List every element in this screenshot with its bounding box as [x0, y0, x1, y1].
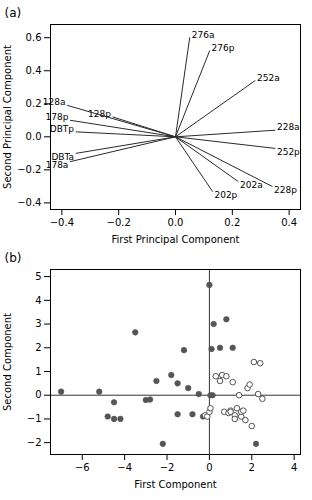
svg-text:128p: 128p [88, 109, 111, 119]
svg-text:276a: 276a [192, 30, 215, 40]
svg-text:0.4: 0.4 [26, 65, 42, 76]
svg-text:0.0: 0.0 [26, 131, 42, 142]
svg-text:−1: −1 [27, 413, 42, 424]
svg-text:5: 5 [35, 271, 41, 282]
svg-text:2: 2 [35, 342, 41, 353]
svg-text:4: 4 [35, 295, 41, 306]
svg-text:Second Principal Component: Second Principal Component [2, 45, 13, 189]
svg-text:202p: 202p [214, 190, 237, 200]
svg-text:0: 0 [35, 389, 41, 400]
svg-text:178p: 178p [45, 112, 68, 122]
svg-text:202a: 202a [240, 180, 263, 190]
svg-text:First Component: First Component [134, 479, 216, 490]
svg-text:0: 0 [206, 462, 212, 473]
svg-text:−0.2: −0.2 [17, 164, 41, 175]
svg-text:0.6: 0.6 [26, 32, 42, 43]
svg-text:0.0: 0.0 [168, 217, 184, 228]
svg-text:−2: −2 [27, 437, 42, 448]
svg-text:4: 4 [291, 462, 297, 473]
svg-text:−4: −4 [117, 462, 132, 473]
svg-text:1: 1 [35, 366, 41, 377]
svg-text:(b): (b) [5, 251, 22, 265]
svg-text:0.2: 0.2 [26, 98, 42, 109]
svg-text:−0.2: −0.2 [107, 217, 131, 228]
svg-text:DBTp: DBTp [50, 124, 75, 134]
svg-text:DBTa: DBTa [51, 151, 75, 162]
svg-text:252p: 252p [277, 147, 300, 157]
svg-text:Second Component: Second Component [2, 313, 13, 411]
svg-text:−0.4: −0.4 [17, 197, 41, 208]
svg-text:0.2: 0.2 [224, 217, 240, 228]
svg-text:(a): (a) [5, 6, 22, 20]
svg-text:228p: 228p [274, 185, 297, 195]
svg-text:228a: 228a [277, 122, 300, 132]
svg-text:252a: 252a [257, 73, 280, 83]
svg-text:128a: 128a [43, 97, 66, 107]
svg-text:−0.4: −0.4 [50, 217, 74, 228]
svg-text:0.4: 0.4 [281, 217, 297, 228]
svg-text:276p: 276p [212, 43, 235, 53]
svg-text:2: 2 [249, 462, 255, 473]
svg-text:178a: 178a [46, 160, 69, 170]
svg-text:First Principal Component: First Principal Component [111, 234, 239, 245]
svg-text:−2: −2 [160, 462, 175, 473]
svg-text:−6: −6 [75, 462, 90, 473]
svg-text:3: 3 [35, 318, 41, 329]
